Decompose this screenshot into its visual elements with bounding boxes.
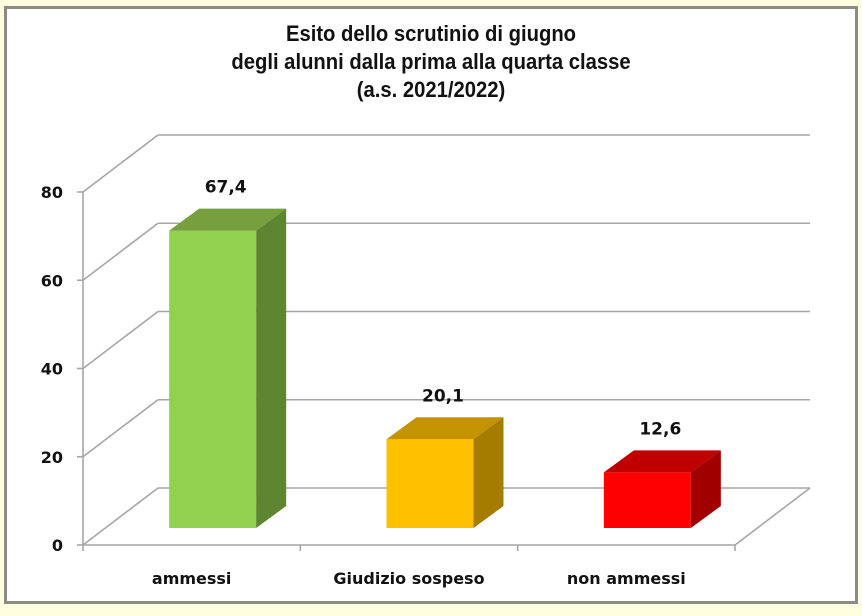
bar-non-ammessi — [603, 450, 721, 528]
labels: 0 20 40 60 80 67,4 ammessi 20,1 Giudizio sospeso… — [41, 178, 686, 588]
chart-title-line-1: Esito dello scrutinio di giugno — [285, 21, 577, 46]
side-wall-gridline — [82, 222, 159, 281]
y-tick-label: 40 — [41, 360, 63, 379]
chart-title-line-3: (a.s. 2021/2022) — [356, 77, 506, 102]
bar-side-face — [256, 208, 287, 528]
bar-top-face — [169, 208, 287, 231]
x-category-label: non ammessi — [567, 569, 686, 588]
chart-title: Esito dello scrutinio di giugno degli al… — [34, 20, 827, 104]
bar-front-face — [169, 230, 257, 528]
bars — [169, 208, 721, 528]
side-wall-gridline — [82, 487, 159, 546]
floor-right-edge — [734, 487, 811, 546]
bar-front-face — [603, 472, 691, 528]
y-tick-label: 60 — [41, 271, 63, 290]
bar-ammessi — [169, 208, 287, 528]
chart-title-line-2: degli alunni dalla prima alla quarta cla… — [231, 49, 631, 74]
x-category-label: Giudizio sospeso — [333, 569, 484, 588]
bar-giudizio-sospeso — [386, 417, 504, 528]
data-label: 67,4 — [205, 178, 247, 198]
axes — [77, 191, 811, 551]
bar-top-face — [386, 417, 504, 440]
bar-side-face — [473, 417, 504, 528]
y-tick-label: 20 — [41, 448, 63, 467]
side-wall-gridline — [82, 134, 159, 193]
data-label: 20,1 — [422, 386, 464, 406]
side-wall-gridline — [82, 399, 159, 458]
data-label: 12,6 — [639, 419, 681, 439]
y-tick-label: 0 — [52, 536, 63, 555]
y-tick-label: 80 — [41, 183, 63, 202]
bar-side-face — [690, 450, 721, 528]
bar-front-face — [386, 439, 474, 528]
side-wall-gridline — [82, 310, 159, 370]
x-category-label: ammessi — [152, 569, 232, 588]
bar-top-face — [603, 450, 721, 473]
